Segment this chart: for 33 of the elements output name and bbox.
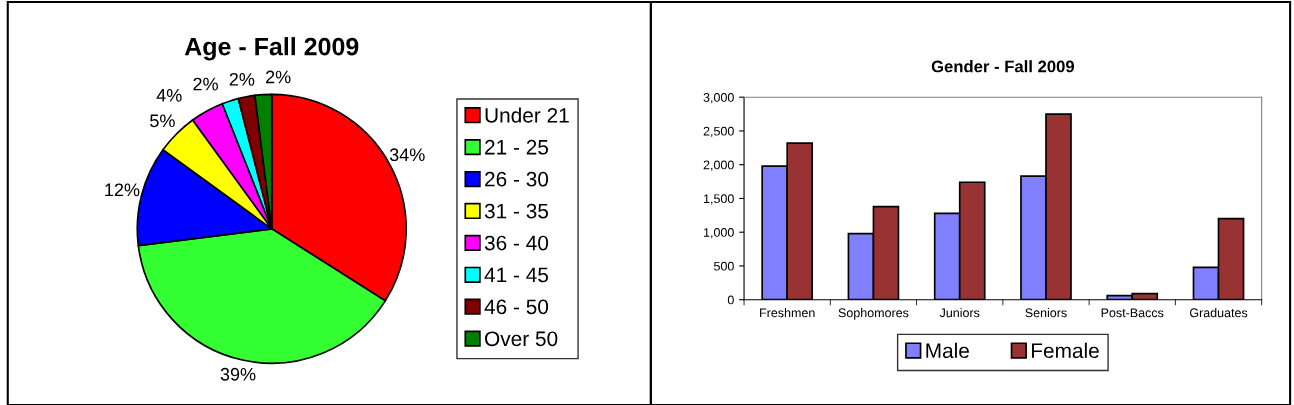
data-label: 39% <box>220 367 256 381</box>
x-tick-label: Sophomores <box>838 308 909 320</box>
y-tick-label: 1,000 <box>704 228 734 239</box>
y-tick-label: 1,500 <box>704 194 734 205</box>
y-tick-label: 0 <box>727 295 734 305</box>
legend-label: Female <box>1031 342 1099 359</box>
data-label: 12% <box>105 183 140 197</box>
y-tick-label: 2,000 <box>703 160 734 171</box>
y-tick-label: 500 <box>713 261 734 271</box>
legend-label: 31 - 35 <box>484 203 549 219</box>
legend-label: Male <box>926 342 969 359</box>
legend-label: Under 21 <box>485 107 569 123</box>
data-label: 34% <box>389 148 425 162</box>
legend-label: Over 50 <box>485 331 558 347</box>
data-label: 2% <box>193 77 218 91</box>
x-tick-label: Juniors <box>939 308 980 318</box>
legend-label: 21 - 25 <box>485 139 549 155</box>
data-label: 2% <box>266 70 291 84</box>
data-label: 5% <box>150 114 175 128</box>
x-tick-label: Seniors <box>1025 308 1067 318</box>
chart-title: Age - Fall 2009 <box>184 37 359 61</box>
legend-label: 41 - 45 <box>484 267 549 283</box>
x-tick-label: Post-Baccs <box>1101 308 1164 318</box>
x-tick-label: Graduates <box>1189 308 1248 318</box>
legend-label: 46 - 50 <box>484 299 549 315</box>
legend-label: 26 - 30 <box>485 171 549 187</box>
data-label: 4% <box>156 89 182 102</box>
y-tick-label: 3,000 <box>703 93 734 104</box>
x-tick-label: Freshmen <box>760 308 815 318</box>
chart-title: Gender - Fall 2009 <box>931 60 1075 73</box>
legend-label: 36 - 40 <box>484 235 549 251</box>
data-label: 2% <box>229 72 255 86</box>
y-tick-label: 2,500 <box>703 126 734 138</box>
